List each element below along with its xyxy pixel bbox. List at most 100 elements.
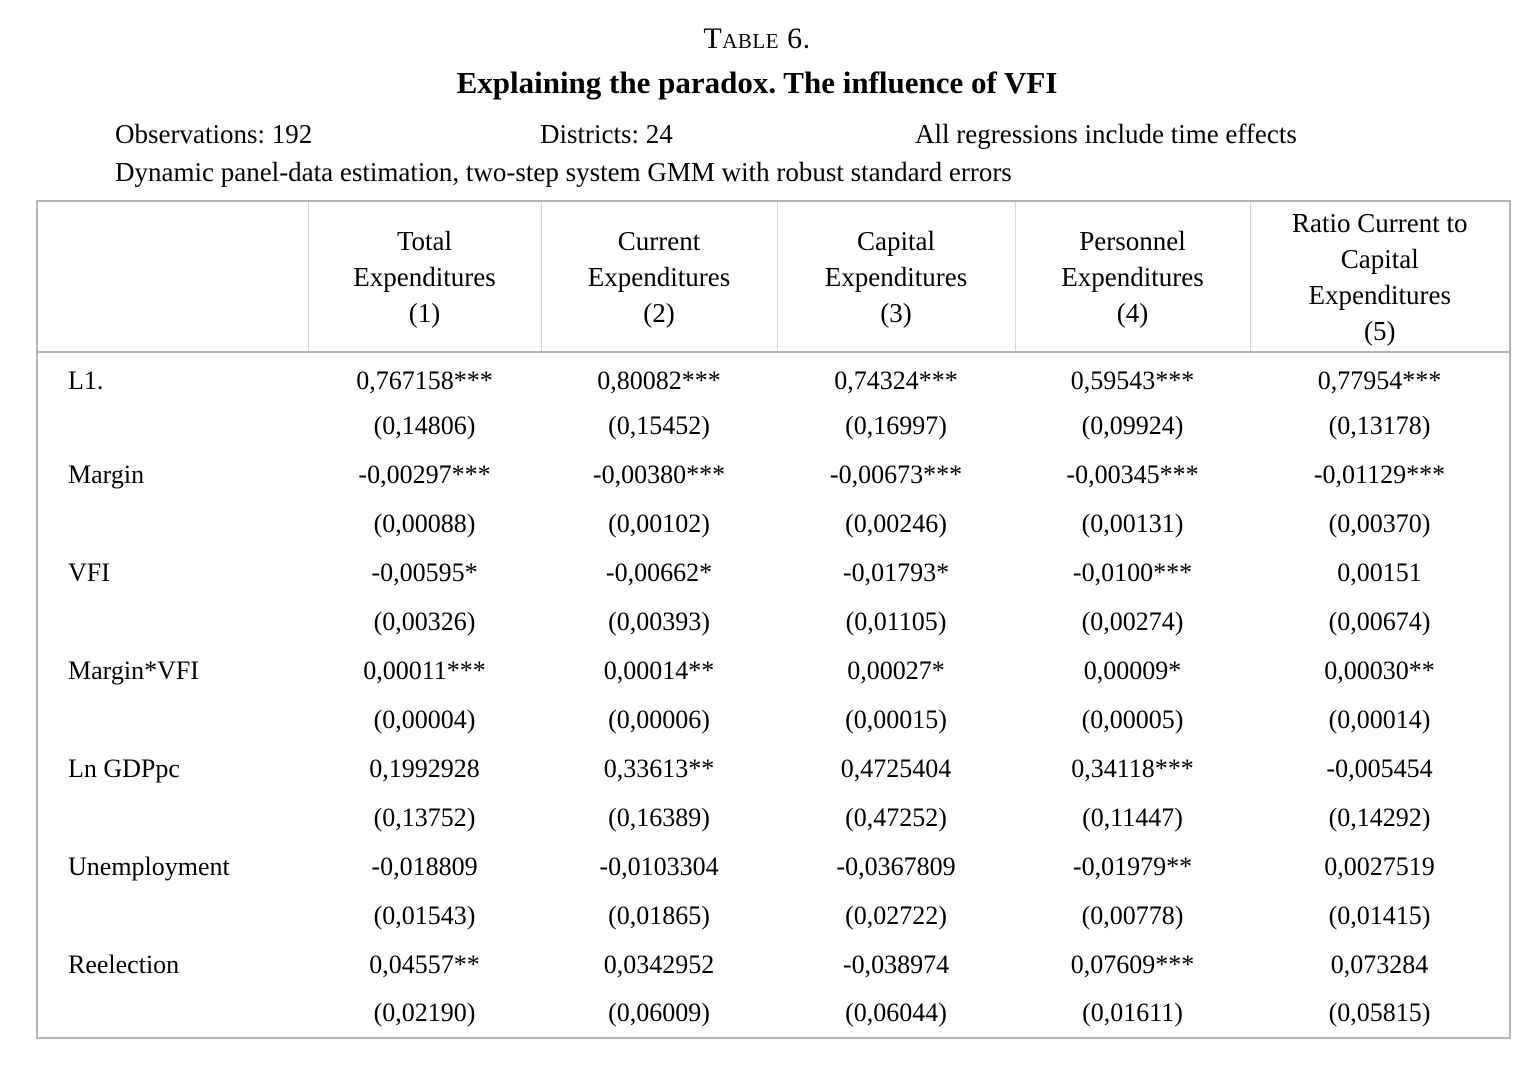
coef-cell: 0,4725404: [840, 753, 952, 783]
coef-cell: 0,04557**: [369, 949, 480, 979]
row-label-empty: [37, 793, 308, 842]
se-cell: (0,00088): [373, 508, 476, 538]
se-cell: (0,05815): [1328, 998, 1431, 1027]
header-empty-cell: [37, 201, 308, 353]
se-cell: (0,00778): [1081, 900, 1184, 930]
se-cell: (0,00393): [608, 606, 710, 636]
coef-cell: 0,80082***: [597, 366, 721, 395]
se-cell: (0,00274): [1081, 606, 1184, 636]
header-col-current-label: Current Expenditures: [587, 225, 731, 292]
header-col-ratio-number: (5): [1364, 315, 1396, 346]
row-label-empty: [37, 499, 308, 548]
se-cell: (0,01543): [373, 900, 476, 930]
se-cell: (0,13752): [373, 802, 476, 832]
se-cell: (0,15452): [608, 410, 710, 440]
table-row-unemployment-se: (0,01543) (0,01865) (0,02722) (0,00778) …: [37, 891, 1510, 940]
table-number-title: Table 6.: [703, 22, 811, 55]
table-row-vfi-coef: VFI -0,00595* -0,00662* -0,01793* -0,010…: [37, 548, 1510, 597]
se-cell: (0,00015): [845, 704, 947, 734]
table-row-margin-coef: Margin -0,00297*** -0,00380*** -0,00673*…: [37, 450, 1510, 499]
coef-cell: -0,00345***: [1066, 459, 1199, 489]
table-row-marginvfi-coef: Margin*VFI 0,00011*** 0,00014** 0,00027*…: [37, 646, 1510, 695]
row-label-lngdppc: Ln GDPpc: [68, 753, 180, 783]
row-label-reelection: Reelection: [68, 949, 180, 979]
table-subtitle: Explaining the paradox. The influence of…: [456, 65, 1058, 100]
districts-note: Districts: 24: [540, 119, 673, 149]
coef-cell: -0,0100***: [1072, 557, 1193, 587]
coef-cell: -0,00297***: [358, 459, 491, 489]
coef-cell: 0,0342952: [603, 949, 715, 979]
se-cell: (0,16997): [845, 410, 947, 440]
row-label-vfi: VFI: [68, 557, 110, 587]
table-row-lngdppc-se: (0,13752) (0,16389) (0,47252) (0,11447) …: [37, 793, 1510, 842]
header-col-total: Total Expenditures (1): [307, 201, 541, 353]
se-cell: (0,00370): [1328, 508, 1431, 538]
header-col-personnel-number: (4): [1116, 297, 1149, 328]
header-col-total-number: (1): [408, 297, 441, 328]
table-row-vfi-se: (0,00326) (0,00393) (0,01105) (0,00274) …: [37, 597, 1510, 646]
se-cell: (0,00006): [608, 704, 710, 734]
header-col-capital-number: (3): [880, 297, 912, 328]
table-row-marginvfi-se: (0,00004) (0,00006) (0,00015) (0,00005) …: [37, 695, 1510, 744]
se-cell: (0,06044): [845, 998, 947, 1027]
se-cell: (0,00014): [1328, 704, 1431, 734]
table-row-unemployment-coef: Unemployment -0,018809 -0,0103304 -0,036…: [37, 842, 1510, 891]
row-label-empty: [37, 695, 308, 744]
table-row-reelection-se: (0,02190) (0,06009) (0,06044) (0,01611) …: [37, 989, 1510, 1038]
se-cell: (0,00005): [1081, 704, 1184, 734]
coef-cell: 0,073284: [1330, 949, 1429, 979]
coef-cell: 0,77954***: [1317, 366, 1442, 395]
table-row-reelection-coef: Reelection 0,04557** 0,0342952 -0,038974…: [37, 940, 1510, 989]
se-cell: (0,01865): [608, 900, 710, 930]
header-col-personnel-label: Personnel Expenditures: [1061, 225, 1204, 292]
table-row-l1-se: (0,14806) (0,15452) (0,16997) (0,09924) …: [37, 401, 1510, 450]
coef-cell: -0,01979**: [1072, 851, 1193, 881]
se-cell: (0,13178): [1328, 410, 1431, 440]
se-cell: (0,16389): [608, 802, 710, 832]
coef-cell: 0,00009*: [1083, 655, 1182, 685]
row-label-unemployment: Unemployment: [68, 851, 230, 881]
coef-cell: 0,00030**: [1324, 655, 1435, 685]
coef-cell: 0,00027*: [847, 655, 945, 685]
table-row-l1-coef: L1. 0,767158*** 0,80082*** 0,74324*** 0,…: [37, 352, 1510, 401]
header-col-ratio-label: Ratio Current to Capital Expenditures: [1292, 207, 1468, 310]
row-label-l1: L1.: [68, 366, 104, 395]
se-cell: (0,14806): [373, 410, 476, 440]
coef-cell: -0,005454: [1326, 753, 1433, 783]
row-label-empty: [37, 891, 308, 940]
row-label-empty: [37, 597, 308, 646]
se-cell: (0,02190): [373, 998, 476, 1027]
time-effects-note: All regressions include time effects: [915, 119, 1297, 149]
se-cell: (0,00246): [845, 508, 947, 538]
coef-cell: 0,00014**: [603, 655, 715, 685]
se-cell: (0,06009): [608, 998, 710, 1027]
se-cell: (0,02722): [845, 900, 947, 930]
header-col-current: Current Expenditures (2): [540, 201, 777, 353]
coef-cell: -0,038974: [842, 949, 950, 979]
se-cell: (0,00674): [1328, 606, 1431, 636]
se-cell: (0,09924): [1081, 410, 1184, 440]
coef-cell: 0,767158***: [356, 366, 493, 395]
coef-cell: 0,0027519: [1324, 851, 1435, 881]
se-cell: (0,11447): [1082, 802, 1183, 832]
estimation-note: Dynamic panel-data estimation, two-step …: [115, 157, 1012, 187]
se-cell: (0,00004): [373, 704, 476, 734]
header-col-capital-label: Capital Expenditures: [824, 225, 968, 292]
header-col-personnel: Personnel Expenditures (4): [1014, 201, 1250, 353]
coef-cell: -0,0367809: [836, 851, 956, 881]
coef-cell: -0,00673***: [829, 459, 963, 489]
coef-cell: 0,33613**: [603, 753, 715, 783]
title-block: Table 6. Explaining the paradox. The inf…: [0, 0, 1514, 104]
row-label-empty: [37, 989, 308, 1038]
regression-table: Total Expenditures (1) Current Expenditu…: [36, 200, 1511, 1039]
coef-cell: 0,1992928: [369, 753, 480, 783]
se-cell: (0,14292): [1328, 802, 1431, 832]
table-body: L1. 0,767158*** 0,80082*** 0,74324*** 0,…: [37, 352, 1510, 1038]
se-cell: (0,00102): [608, 508, 710, 538]
coef-cell: 0,59543***: [1070, 366, 1195, 395]
coef-cell: -0,00662*: [605, 557, 713, 587]
coef-cell: 0,74324***: [834, 366, 958, 395]
header-col-ratio: Ratio Current to Capital Expenditures (5…: [1249, 201, 1510, 353]
se-cell: (0,47252): [845, 802, 947, 832]
